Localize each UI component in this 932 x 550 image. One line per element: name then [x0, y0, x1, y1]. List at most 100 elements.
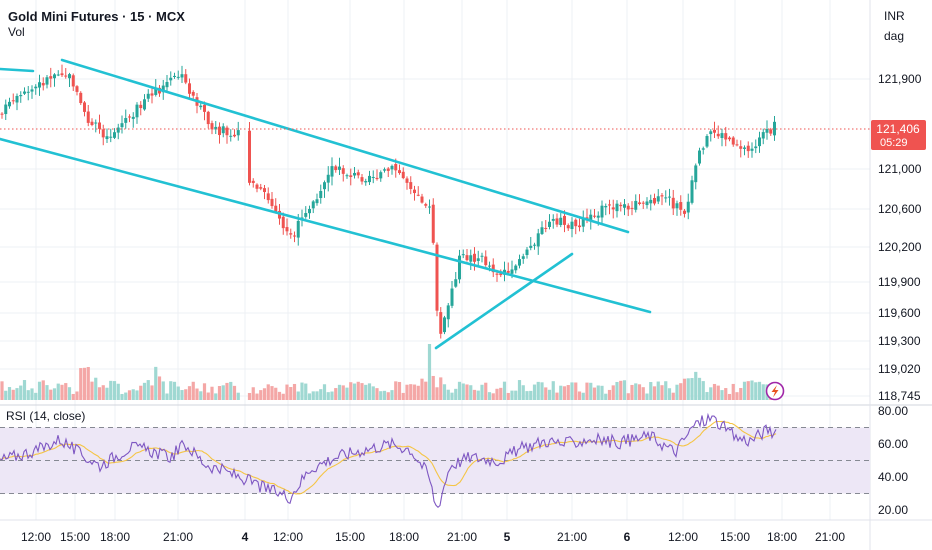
candlesticks	[0, 64, 776, 339]
time-tick-label: 6	[624, 530, 631, 544]
candle-body	[23, 91, 26, 94]
last-price-box	[871, 120, 926, 150]
volume-bar	[472, 389, 477, 400]
volume-bar	[750, 380, 754, 400]
candle-body	[11, 100, 15, 102]
candle-body	[488, 265, 491, 267]
currency-label[interactable]: INR	[884, 9, 905, 23]
candle-body	[634, 200, 638, 210]
volume-bar	[502, 381, 507, 400]
volume-bar	[266, 384, 270, 400]
candle-body	[8, 101, 11, 107]
candle-body	[409, 182, 413, 189]
candle-body	[446, 305, 450, 320]
candle-body	[326, 174, 330, 183]
candle-body	[559, 217, 563, 226]
candle-body	[405, 178, 409, 183]
candle-body	[210, 123, 214, 130]
price-axis[interactable]: 121,900 121,000 120,600 120,200 119,900 119,6…	[878, 72, 922, 517]
volume-bar	[604, 393, 608, 400]
rsi-legend[interactable]: RSI (14, close)	[6, 409, 86, 423]
candle-body	[698, 150, 701, 164]
volume-bar	[551, 381, 555, 400]
volume-bar	[49, 389, 53, 400]
volume-bar	[589, 382, 593, 400]
candle-body	[506, 270, 510, 273]
price-tick-label: 121,900	[878, 72, 922, 86]
support-trendline	[434, 252, 574, 350]
candle-body	[615, 203, 619, 212]
volume-bar	[510, 390, 514, 400]
volume-bar	[90, 381, 94, 400]
candle-body	[765, 129, 769, 133]
symbol-title[interactable]: Gold Mini Futures · 15 · MCX	[8, 9, 185, 24]
candle-body	[443, 317, 446, 333]
lightning-icon[interactable]	[765, 381, 785, 401]
volume-bar	[652, 386, 657, 400]
bar-countdown: 05:29	[880, 137, 908, 149]
candle-body	[371, 176, 375, 178]
volume-bar	[435, 387, 439, 400]
candle-body	[675, 203, 679, 209]
candle-body	[619, 204, 623, 207]
volume-bar	[131, 389, 135, 400]
candle-body	[551, 218, 555, 221]
candle-body	[68, 74, 71, 79]
candle-body	[476, 258, 480, 261]
trendlines[interactable]	[0, 58, 652, 350]
last-price-label: 121,406 05:29	[871, 120, 926, 150]
candle-body	[416, 194, 420, 196]
volume-bar	[364, 384, 368, 400]
volume-bar	[630, 384, 634, 400]
candle-body	[581, 218, 585, 227]
candle-body	[60, 73, 64, 76]
volume-bar	[236, 392, 240, 400]
volume-bar	[22, 380, 27, 400]
candle-body	[98, 122, 101, 129]
volume-bar	[375, 388, 379, 400]
candle-body	[165, 81, 169, 88]
candle-body	[379, 172, 383, 179]
candle-body	[191, 91, 195, 96]
time-tick-label: 12:00	[21, 530, 51, 544]
candle-body	[270, 198, 274, 207]
volume-bar	[367, 383, 372, 400]
candle-body	[311, 201, 315, 209]
candle-body	[525, 249, 529, 256]
candle-body	[34, 86, 38, 89]
volume-bar	[679, 383, 683, 400]
trendline-stub	[0, 67, 35, 73]
candle-body	[383, 169, 386, 171]
volume-bar	[195, 388, 199, 400]
candle-body	[360, 177, 364, 182]
volume-bar	[431, 375, 435, 400]
volume-bar	[735, 392, 739, 400]
candle-body	[229, 135, 233, 137]
volume-bar	[619, 380, 623, 400]
candle-body	[724, 133, 728, 140]
rsi-tick-label: 40.00	[878, 470, 908, 484]
volume-bar	[454, 388, 458, 400]
candle-body	[660, 195, 664, 197]
period-label[interactable]: dag	[884, 29, 905, 43]
candle-body	[439, 312, 443, 334]
volume-bar	[506, 392, 510, 400]
volume-bar	[307, 393, 312, 400]
candle-body	[203, 104, 206, 112]
candle-body	[465, 255, 469, 261]
candle-body	[626, 205, 630, 210]
volume-bar	[274, 387, 278, 400]
volume-bar	[495, 388, 499, 400]
volume-bar	[30, 388, 34, 400]
volume-bar	[41, 380, 45, 400]
volume-bar	[4, 390, 8, 400]
time-axis[interactable]: 12:00 15:00 18:00 21:00 4 12:00 15:00 18:00 21:0…	[21, 530, 845, 544]
volume-bar	[390, 390, 394, 400]
candle-body	[334, 166, 338, 171]
volume-bar	[112, 381, 117, 400]
volume-bar	[71, 393, 75, 400]
candle-body	[90, 121, 94, 125]
volume-legend[interactable]: Vol	[8, 25, 25, 39]
volume-bar	[79, 368, 83, 400]
